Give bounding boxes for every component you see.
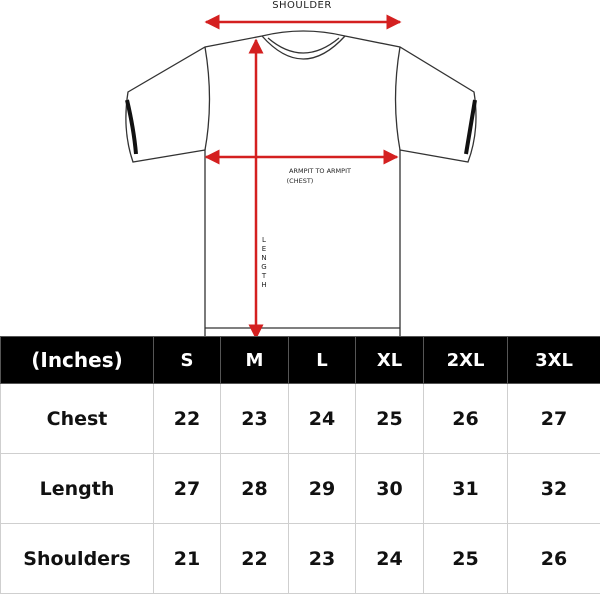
table-row: Chest 22 23 24 25 26 27 xyxy=(0,383,600,454)
header-cell: 3XL xyxy=(507,336,600,384)
size-table: (Inches) S M L XL 2XL 3XL Chest 22 23 24 25 26 27 Leng… xyxy=(0,336,600,594)
chest-label: (CHEST) xyxy=(286,177,314,185)
header-cell: (Inches) xyxy=(0,336,154,384)
cell: 27 xyxy=(507,383,600,454)
cell: 22 xyxy=(220,523,289,594)
cell: 27 xyxy=(153,453,221,524)
cell: 30 xyxy=(355,453,424,524)
header-cell: L xyxy=(288,336,356,384)
header-cell: S xyxy=(153,336,221,384)
shoulder-label: SHOULDER xyxy=(272,0,332,11)
cell: 25 xyxy=(355,383,424,454)
cell: 21 xyxy=(153,523,221,594)
table-row: Shoulders 21 22 23 24 25 26 xyxy=(0,523,600,594)
cell: 31 xyxy=(423,453,508,524)
cell: 28 xyxy=(220,453,289,524)
header-cell: XL xyxy=(355,336,424,384)
cell: 29 xyxy=(288,453,356,524)
cell: 22 xyxy=(153,383,221,454)
header-row: (Inches) S M L XL 2XL 3XL xyxy=(0,336,600,384)
row-label: Chest xyxy=(0,383,154,454)
header-cell: 2XL xyxy=(423,336,508,384)
cell: 24 xyxy=(355,523,424,594)
cell: 26 xyxy=(423,383,508,454)
row-label: Length xyxy=(0,453,154,524)
cell: 23 xyxy=(220,383,289,454)
measure-arrows xyxy=(204,14,402,340)
length-label: LENGTH xyxy=(260,236,268,290)
header-cell: M xyxy=(220,336,289,384)
table-row: Length 27 28 29 30 31 32 xyxy=(0,453,600,524)
cell: 24 xyxy=(288,383,356,454)
cell: 32 xyxy=(507,453,600,524)
cell: 25 xyxy=(423,523,508,594)
cell: 23 xyxy=(288,523,356,594)
row-label: Shoulders xyxy=(0,523,154,594)
armpit-label: ARMPIT TO ARMPIT xyxy=(289,167,351,175)
cell: 26 xyxy=(507,523,600,594)
